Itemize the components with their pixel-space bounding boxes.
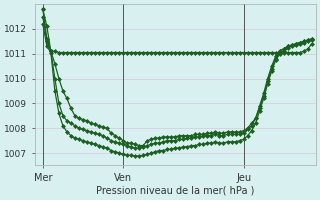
X-axis label: Pression niveau de la mer( hPa ): Pression niveau de la mer( hPa ) — [96, 186, 254, 196]
